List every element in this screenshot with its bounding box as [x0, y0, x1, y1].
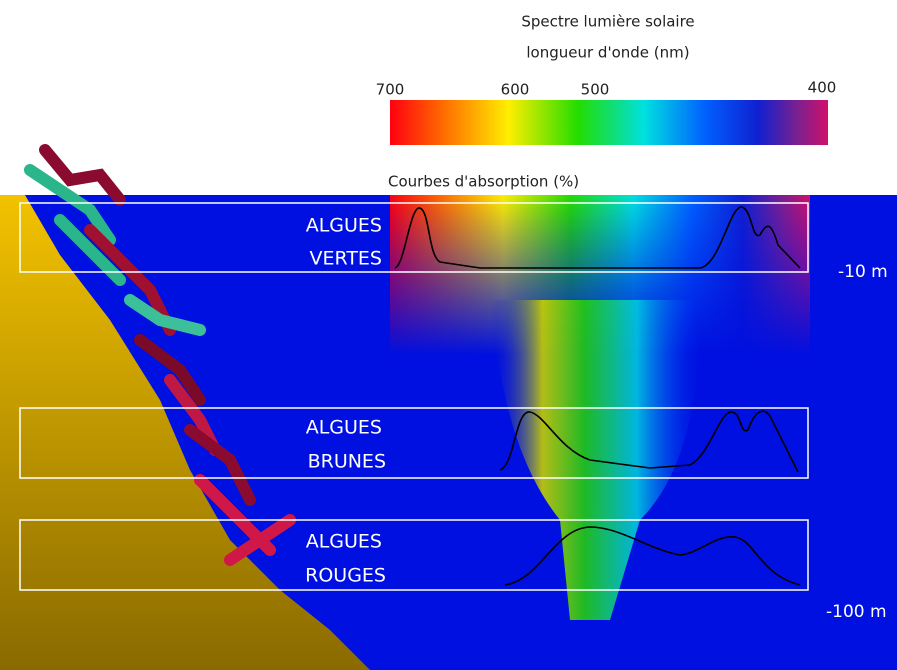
panel-label: ALGUES	[306, 215, 382, 237]
spectrum-tick: 600	[501, 81, 530, 99]
diagram: Spectre lumière solaire longueur d'onde …	[0, 0, 897, 670]
depth-label: -10 m	[838, 262, 888, 282]
panel-label: ALGUES	[306, 531, 382, 553]
absorption-label: Courbes d'absorption (%)	[388, 173, 579, 191]
spectrum-tick: 500	[581, 81, 610, 99]
spectrum-tick: 400	[808, 79, 837, 97]
title-line: longueur d'onde (nm)	[526, 44, 689, 62]
panel-label: ALGUES	[306, 417, 382, 439]
panel-label: BRUNES	[308, 451, 386, 473]
spectrum-tick: 700	[376, 81, 405, 99]
title-line: Spectre lumière solaire	[521, 13, 694, 31]
spectrum-bar	[390, 100, 828, 145]
panel-label: VERTES	[310, 248, 383, 270]
panel-label: ROUGES	[305, 565, 386, 587]
depth-label: -100 m	[826, 602, 887, 622]
